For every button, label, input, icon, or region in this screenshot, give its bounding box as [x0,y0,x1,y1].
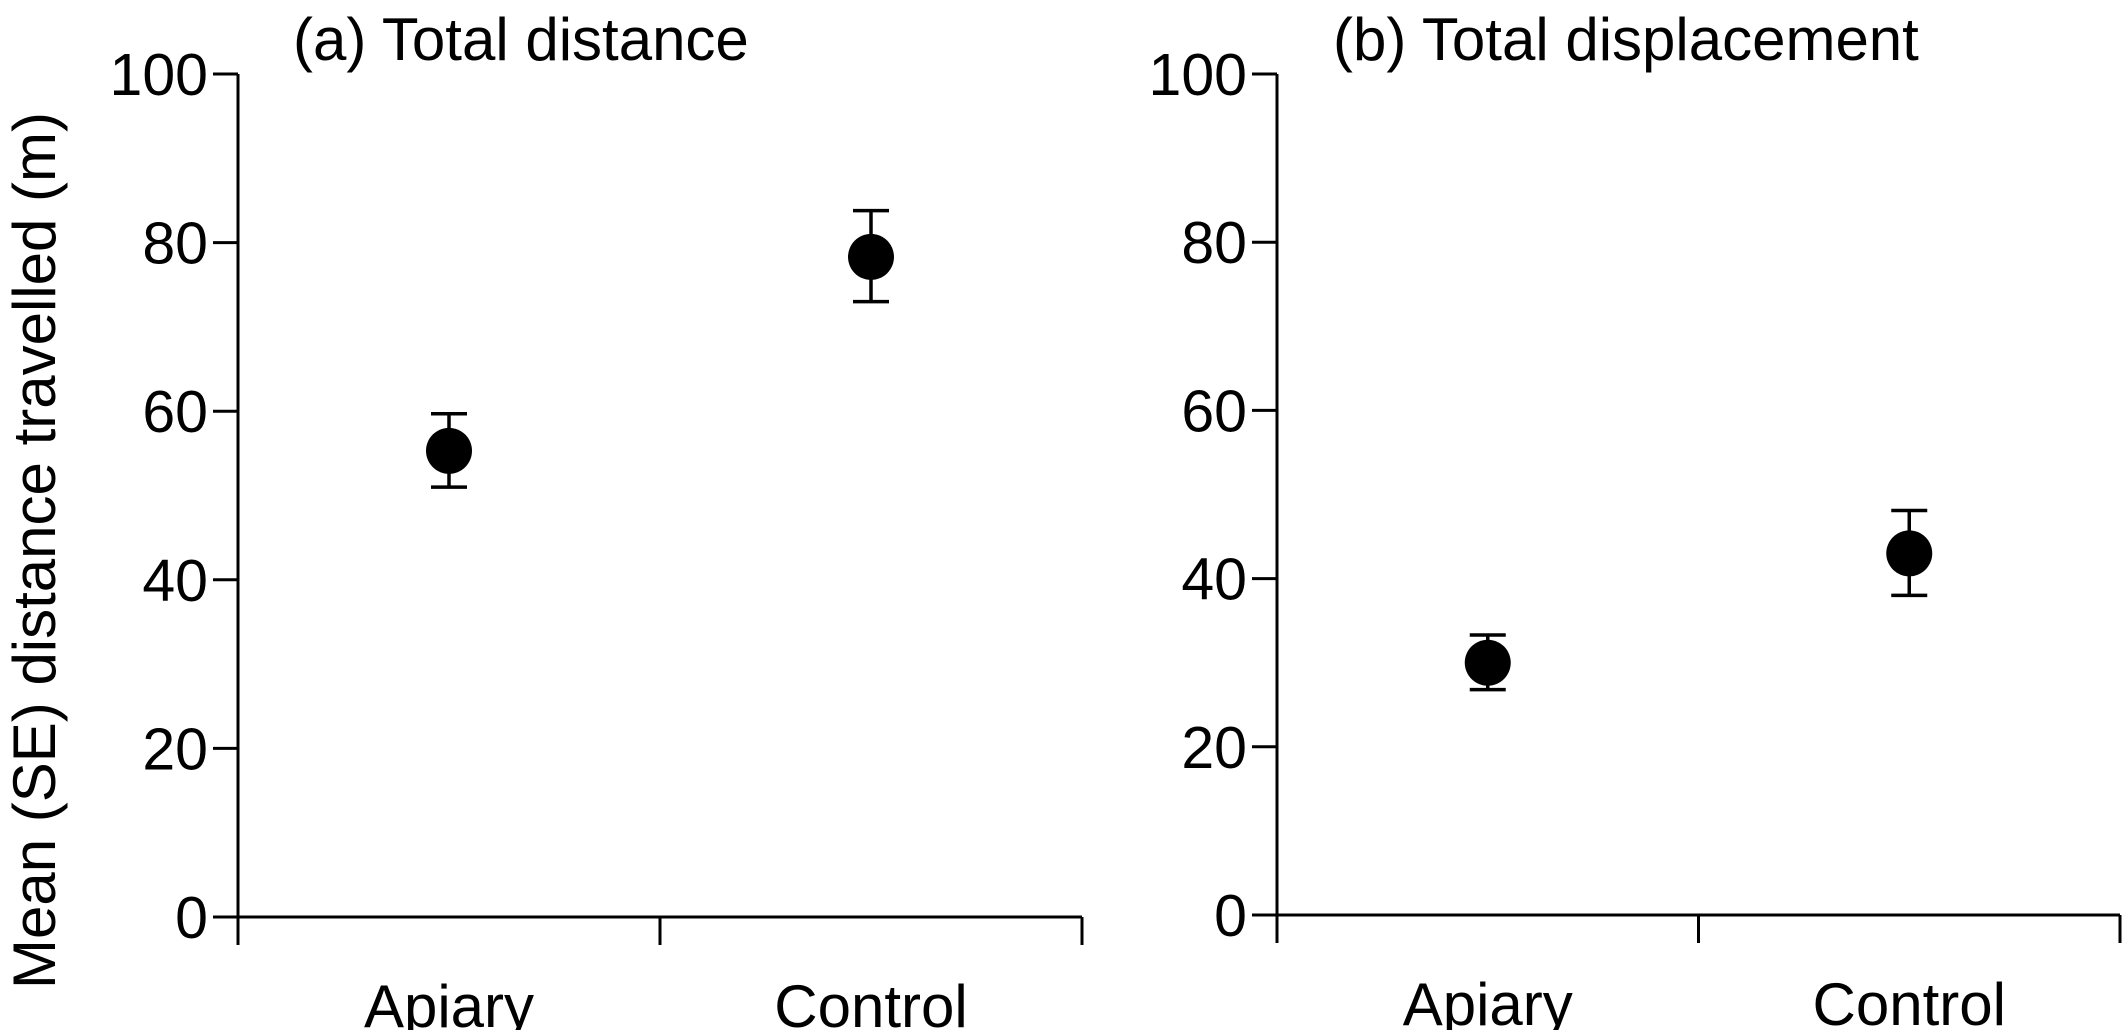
y-axis-label: Mean (SE) distance travelled (m) [1,112,68,989]
panel-b-x-tick-label: Apiary [1403,971,1573,1030]
panel-a-title: (a) Total distance [293,6,749,73]
panel-a-y-tick-label: 40 [142,548,208,614]
panel-a-point [426,427,472,474]
panel-a-y-tick-label: 100 [110,42,208,108]
panel-b-point [1464,639,1511,686]
panel-b: (b) Total displacement 0 20 40 60 80 100 Apiary… [1149,6,2122,1030]
panel-b-y-tick-label: 20 [1181,715,1247,781]
panel-a-y-tick-label: 60 [142,379,208,445]
panel-a-x-tick-label: Apiary [364,973,534,1030]
panel-b-y-tick-label: 0 [1214,883,1247,949]
panel-a-y-tick-label: 0 [175,885,208,951]
panel-a: (a) Total distance 0 20 40 60 80 100 Apiary Cont… [1,6,1084,1030]
panel-b-y-tick-label: 100 [1149,42,1247,108]
panel-a-y-tick-label: 80 [142,211,208,277]
panel-b-y-tick-label: 40 [1181,547,1247,613]
panel-a-x-tick-label: Control [774,973,967,1030]
panel-b-point [1886,530,1933,577]
panel-a-y-tick-label: 20 [142,716,208,782]
panel-b-title: (b) Total displacement [1333,6,1919,73]
panel-b-y-tick-label: 80 [1181,210,1247,276]
panel-b-x-tick-label: Control [1813,971,2006,1030]
panel-a-point [848,233,894,280]
panel-b-y-tick-label: 60 [1181,378,1247,444]
